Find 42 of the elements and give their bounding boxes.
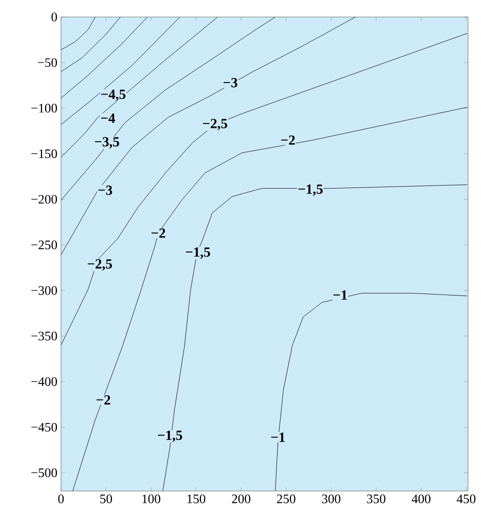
x-tick-label: 350 [367,494,386,504]
y-tick-label: 0 [52,12,57,22]
x-tick-label: 0 [58,494,64,504]
x-tick-label: 300 [322,494,340,504]
annotation: −2,5 [88,259,112,271]
y-tick-label: −450 [31,422,57,432]
annotation: −1,5 [298,184,323,196]
annotation: −1 [333,290,347,300]
x-tick-label: 400 [412,494,430,504]
annotation: −3,5 [94,137,120,148]
line-series [61,17,276,200]
line-series [61,17,121,72]
annotation: −2 [281,135,295,145]
x-tick-label: 50 [100,494,112,504]
annotation: −1,5 [158,430,182,442]
y-tick-label: −350 [31,332,57,340]
y-tick-label: −500 [31,468,57,478]
annotation: −2 [96,395,110,404]
annotation: −1 [271,432,285,442]
annotation: −1,5 [186,247,210,259]
x-tick-label: 200 [232,494,250,504]
annotation: −3 [98,186,112,195]
y-tick-label: −200 [31,194,57,204]
y-tick-label: −150 [31,149,57,158]
line-series [72,106,468,491]
y-tick-label: −250 [31,240,57,250]
line-series [61,17,96,50]
annotation: −2 [152,228,166,238]
y-tick-label: −400 [31,377,57,386]
annotation: −2,5 [203,118,228,130]
annotation: −4 [101,114,116,123]
line-series [61,17,180,125]
line-series [61,33,468,346]
y-tick-label: −50 [38,58,57,67]
annotation: −4,5 [101,90,126,102]
x-tick-label: 450 [456,494,476,504]
y-tick-label: −100 [31,104,57,113]
x-tick-label: 250 [276,494,296,504]
y-tick-label: −300 [31,286,57,295]
annotation: −3 [224,78,238,88]
x-tick-label: 100 [142,494,160,504]
x-tick-label: 150 [187,494,206,504]
